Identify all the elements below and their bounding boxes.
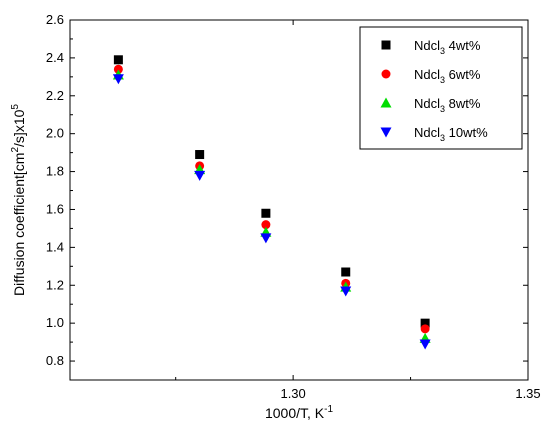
y-tick-label: 2.0 xyxy=(46,126,64,141)
data-point-circle xyxy=(113,64,123,74)
y-axis-label: Diffusion coefficient[cm2/s]x105 xyxy=(10,104,27,296)
legend-label-rest: 6wt% xyxy=(445,67,481,82)
legend-label: Ndcl3 4wt% xyxy=(414,38,481,56)
data-point-square xyxy=(195,150,205,160)
x-axis-label-sup: -1 xyxy=(324,404,333,415)
y-tick-label: 1.2 xyxy=(46,277,64,292)
data-point-square xyxy=(261,208,271,218)
legend-label-rest: 8wt% xyxy=(445,96,481,111)
data-point-square xyxy=(420,318,430,328)
y-tick-label: 1.8 xyxy=(46,164,64,179)
x-axis-label: 1000/T, K-1 xyxy=(265,404,333,421)
y-axis-label-part1: Diffusion coefficient[cm xyxy=(11,153,27,296)
legend-label: Ndcl3 8wt% xyxy=(414,96,481,114)
legend-label-sub: 3 xyxy=(440,46,445,56)
data-point-square xyxy=(113,55,123,65)
x-axis-label-base: 1000/T, K xyxy=(265,405,325,421)
legend-marker-circle xyxy=(381,69,391,79)
y-tick-label: 2.2 xyxy=(46,88,64,103)
plot-frame xyxy=(69,19,529,381)
data-point-triangle-down xyxy=(340,286,352,297)
legend-label: Ndcl3 6wt% xyxy=(414,67,481,85)
legend-label-sub: 3 xyxy=(440,104,445,114)
legend-label-rest: 4wt% xyxy=(445,38,481,53)
y-tick-label: 1.4 xyxy=(46,239,64,254)
legend-item: Ndcl3 6wt% xyxy=(381,67,481,85)
y-axis-label-sup1: 2 xyxy=(10,147,21,153)
y-tick-label: 1.6 xyxy=(46,201,64,216)
legend-item: Ndcl3 8wt% xyxy=(380,96,481,114)
data-point-circle xyxy=(261,220,271,230)
legend-marker-square xyxy=(381,40,391,50)
y-axis-label-part2: /s]x10 xyxy=(11,109,27,147)
y-tick-label: 2.4 xyxy=(46,50,64,65)
legend-label-base: Ndcl xyxy=(414,96,440,111)
legend-label: Ndcl3 10wt% xyxy=(414,125,488,143)
legend-label-sub: 3 xyxy=(440,133,445,143)
data-point-circle xyxy=(420,324,430,334)
data-point-triangle-down xyxy=(112,74,124,85)
x-tick-label: 1.30 xyxy=(280,386,305,401)
y-tick-label: 2.6 xyxy=(46,12,64,27)
y-axis-ticks: 0.8 1.0 1.2 1.4 1.6 1.8 2.0 2.2 2.4 2.6 xyxy=(46,12,528,368)
data-point-triangle-down xyxy=(260,233,272,244)
legend-item: Ndcl3 10wt% xyxy=(380,125,488,143)
legend-label-sub: 3 xyxy=(440,75,445,85)
data-point-square xyxy=(341,267,351,277)
x-tick-label: 1.35 xyxy=(515,386,540,401)
legend-marker-triangle-down xyxy=(380,127,392,138)
data-point-triangle-down xyxy=(194,170,206,181)
legend-item: Ndcl3 4wt% xyxy=(381,38,481,56)
x-axis-ticks: 1.30 1.35 xyxy=(175,20,541,401)
y-tick-label: 1.0 xyxy=(46,315,64,330)
legend-label-base: Ndcl xyxy=(414,67,440,82)
legend-marker-triangle-up xyxy=(380,97,392,108)
data-points xyxy=(112,55,431,350)
y-tick-label: 0.8 xyxy=(46,353,64,368)
data-point-triangle-down xyxy=(419,339,431,350)
legend-label-base: Ndcl xyxy=(414,125,440,140)
legend: Ndcl3 4wt%Ndcl3 6wt%Ndcl3 8wt%Ndcl3 10wt… xyxy=(359,26,523,150)
legend-label-base: Ndcl xyxy=(414,38,440,53)
y-axis-label-sup2: 5 xyxy=(10,104,21,110)
legend-label-rest: 10wt% xyxy=(445,125,488,140)
